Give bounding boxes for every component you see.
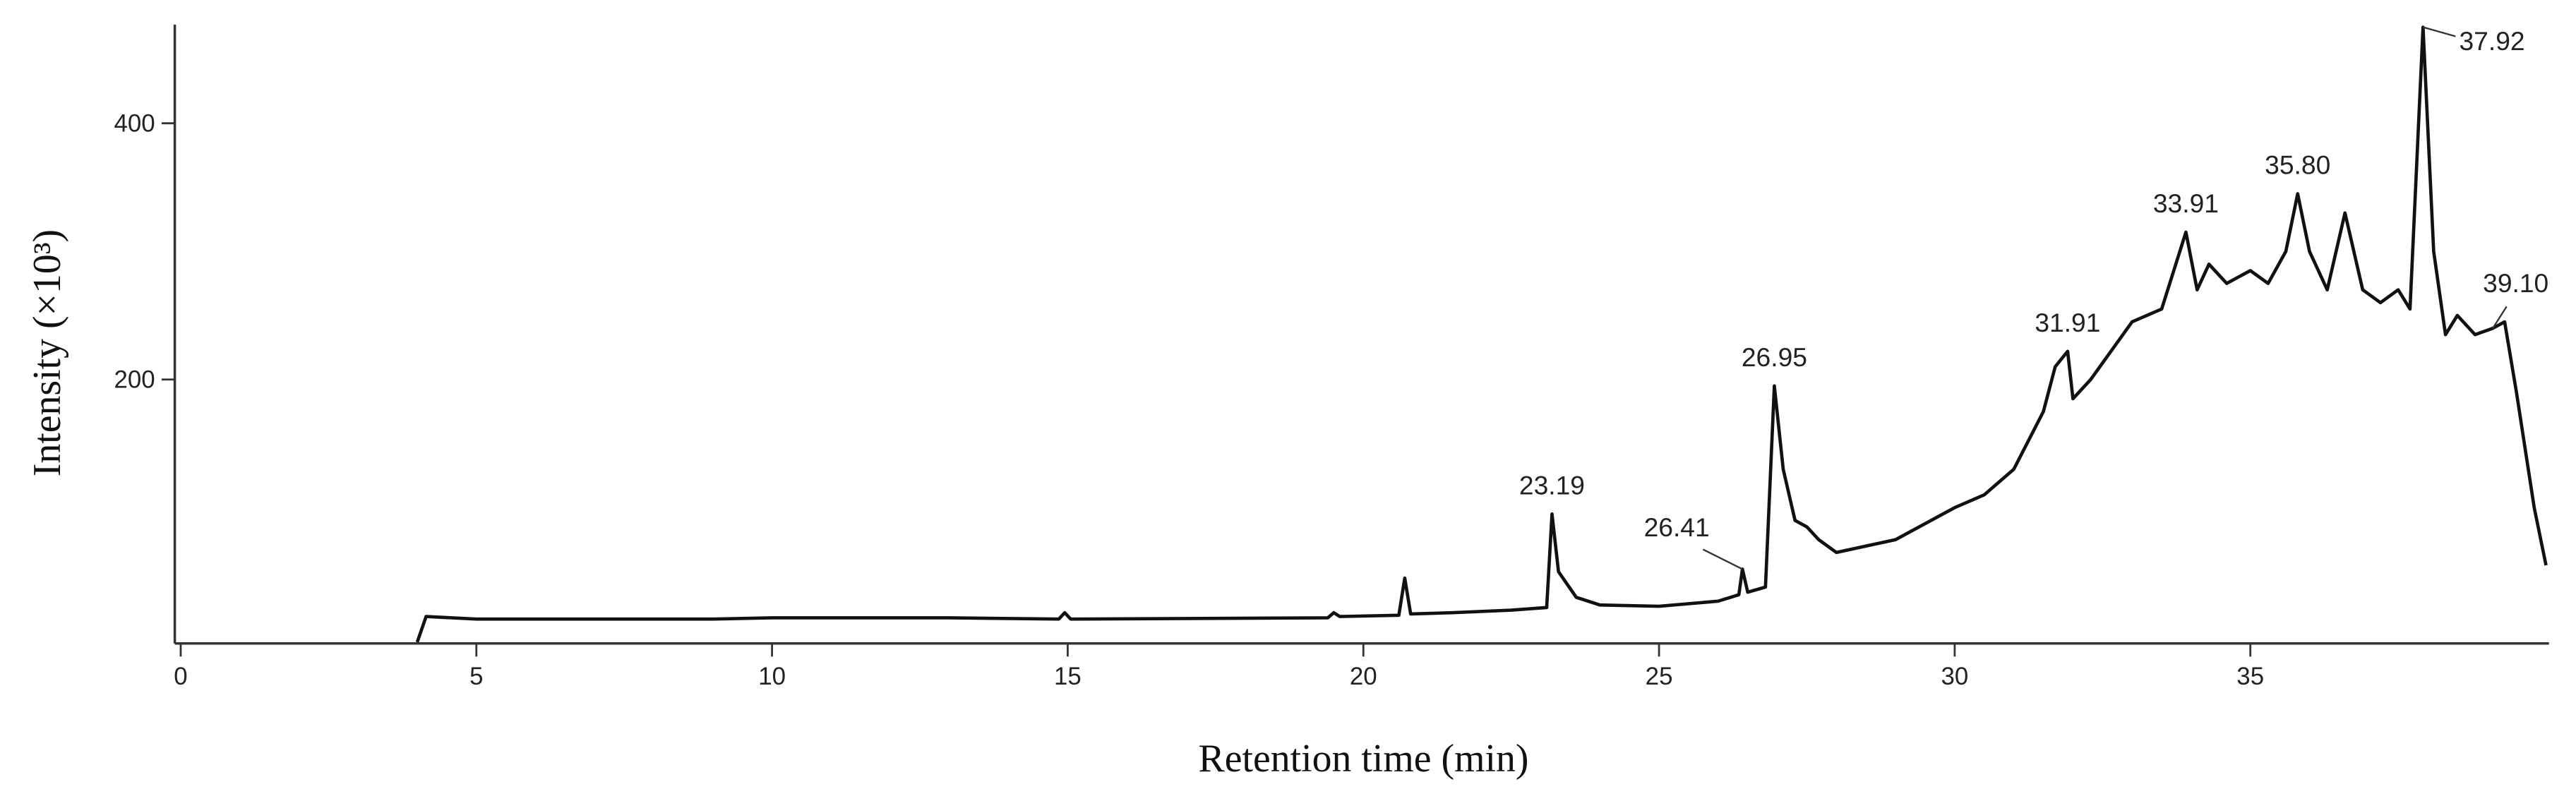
x-tick-label: 25	[1646, 663, 1673, 690]
peak-label: 31.91	[2035, 308, 2100, 337]
annotation-leader	[2492, 306, 2508, 329]
x-tick-label: 10	[758, 663, 786, 690]
x-tick-label: 20	[1350, 663, 1377, 690]
peak-label: 26.95	[1742, 342, 1807, 372]
x-tick-label: 5	[469, 663, 483, 690]
x-axis-title: Retention time (min)	[1198, 737, 1528, 781]
annotation-leader	[2422, 26, 2456, 37]
y-axis-title: Intensity (×10³)	[25, 229, 69, 476]
x-tick-label: 15	[1054, 663, 1082, 690]
peak-label: 39.10	[2483, 268, 2548, 298]
peak-label: 33.91	[2153, 188, 2219, 218]
peak-label: 35.80	[2265, 150, 2330, 180]
peak-label: 23.19	[1519, 470, 1585, 500]
annotation-leader	[1702, 548, 1743, 570]
x-tick-label: 0	[174, 663, 187, 690]
x-tick-label: 30	[1941, 663, 1969, 690]
chromatogram-line	[415, 25, 2548, 643]
y-tick-label: 400	[114, 109, 155, 137]
x-tick-label: 35	[2236, 663, 2264, 690]
peak-label: 26.41	[1644, 512, 1710, 542]
y-tick-label: 200	[114, 366, 155, 393]
peak-label: 37.92	[2459, 26, 2524, 56]
